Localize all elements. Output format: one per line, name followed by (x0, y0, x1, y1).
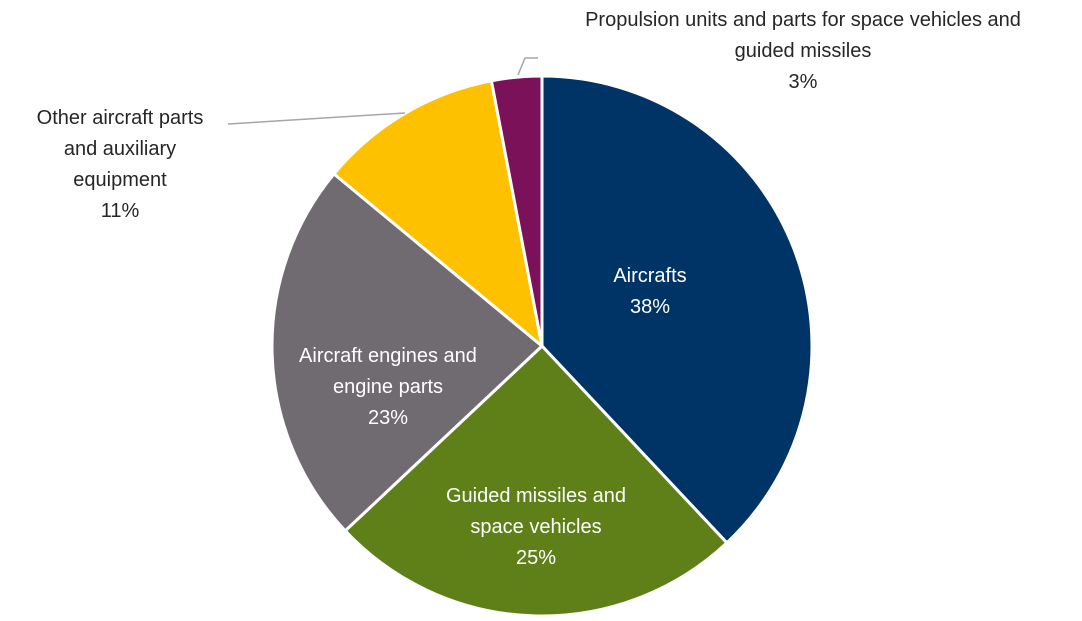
slice-label-4: Other aircraft parts and auxiliary equipme… (37, 107, 204, 222)
slice-value-label: 11% (101, 200, 140, 222)
slice-value-label: 23% (368, 407, 408, 429)
slice-name-label: guided missiles (735, 40, 872, 62)
pie-slices (270, 74, 814, 618)
pie-slice-3 (270, 172, 544, 533)
slice-value-label: 25% (516, 547, 556, 569)
slice-value-label: 3% (789, 71, 818, 93)
slice-name-label: engine parts (333, 376, 443, 398)
slice-label-5: Propulsion units and parts for space veh… (585, 9, 1021, 93)
slice-name-label: Propulsion units and parts for space veh… (585, 9, 1021, 31)
slice-name-label: Other aircraft parts (37, 107, 204, 129)
pie-slice-1 (540, 74, 814, 545)
slice-name-label: space vehicles (470, 516, 601, 538)
slice-name-label: and auxiliary (64, 138, 176, 160)
leader-line-5 (517, 57, 538, 76)
data-labels: Aircrafts 38% Guided missiles and space veh… (37, 9, 1021, 569)
leader-line-4 (227, 112, 406, 125)
slice-name-label: Aircrafts (613, 265, 686, 287)
slice-name-label: Guided missiles and (446, 485, 626, 507)
leader-lines (227, 57, 538, 125)
slice-value-label: 38% (630, 296, 670, 318)
slice-label-3: Aircraft engines and engine parts 23% (299, 345, 477, 429)
slice-label-2: Guided missiles and space vehicles 25% (446, 485, 626, 569)
slice-label-1: Aircrafts 38% (613, 265, 686, 318)
slice-name-label: Aircraft engines and (299, 345, 477, 367)
pie-slice-5 (489, 74, 544, 348)
slice-name-label: equipment (73, 169, 167, 191)
